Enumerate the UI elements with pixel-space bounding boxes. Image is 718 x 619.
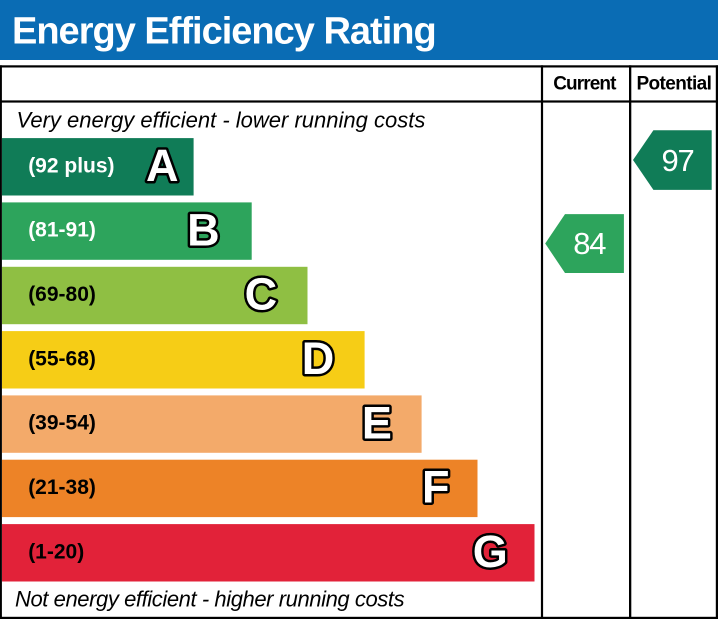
svg-text:D: D — [302, 333, 335, 384]
svg-text:C: C — [245, 269, 278, 320]
svg-text:F: F — [422, 462, 450, 513]
svg-text:A: A — [146, 140, 179, 191]
svg-text:(55-68): (55-68) — [28, 347, 96, 370]
svg-text:(1-20): (1-20) — [28, 540, 84, 563]
svg-text:Current: Current — [553, 74, 617, 95]
svg-text:(21-38): (21-38) — [28, 476, 96, 499]
svg-text:(92 plus): (92 plus) — [28, 154, 114, 177]
svg-text:(39-54): (39-54) — [28, 412, 96, 435]
svg-text:(81-91): (81-91) — [28, 219, 96, 242]
svg-text:E: E — [362, 397, 392, 448]
svg-text:B: B — [187, 204, 220, 255]
svg-text:G: G — [473, 526, 508, 577]
svg-text:84: 84 — [573, 226, 606, 261]
svg-text:Very energy efficient - lower: Very energy efficient - lower running co… — [17, 107, 426, 132]
svg-text:97: 97 — [661, 143, 693, 178]
svg-text:Potential: Potential — [636, 74, 711, 95]
svg-text:Energy Efficiency Rating: Energy Efficiency Rating — [12, 11, 436, 53]
svg-text:(69-80): (69-80) — [28, 283, 96, 306]
svg-text:Not energy efficient - higher: Not energy efficient - higher running co… — [15, 587, 405, 612]
